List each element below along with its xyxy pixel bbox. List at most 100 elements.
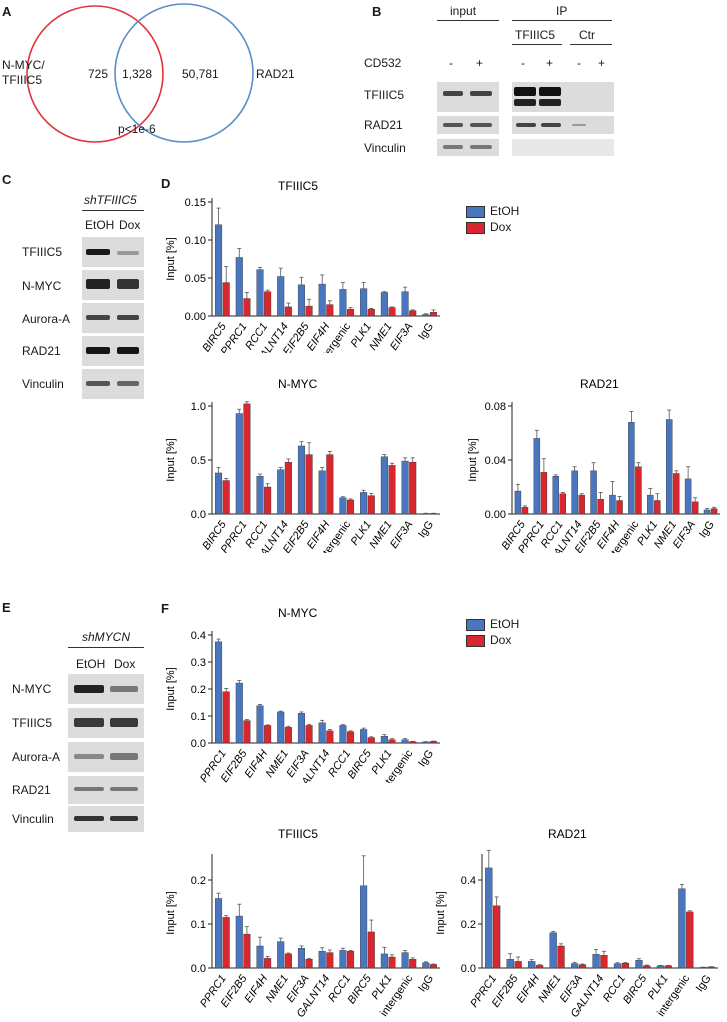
bar-etoh <box>256 475 264 515</box>
bar-etoh <box>401 460 409 515</box>
legend-label-dox: Dox <box>490 220 512 234</box>
y-tick-label: 0.3 <box>191 657 206 669</box>
bar-etoh <box>235 915 243 969</box>
bar-dox <box>521 507 529 515</box>
bar-etoh <box>297 713 305 744</box>
bar-dox <box>710 508 718 515</box>
blot-e-header: shMYCN <box>82 630 131 644</box>
ip-tfiiic5-header: TFIIIC5 <box>515 28 556 42</box>
blot-strip <box>68 806 144 832</box>
sign-6: + <box>598 56 606 70</box>
bar-etoh <box>422 962 430 969</box>
y-tick-label: 0.0 <box>461 963 476 975</box>
blot-band <box>443 145 463 149</box>
blot-band <box>470 91 492 96</box>
venn-left-label-2: TFIIIC5 <box>2 73 43 87</box>
y-axis-label: Input [%] <box>435 891 447 934</box>
legend-swatch-etoh <box>466 206 485 218</box>
bar-dox <box>429 741 437 744</box>
blot-band <box>110 816 138 821</box>
bar-dox <box>222 480 230 515</box>
chart-title: TFIIIC5 <box>278 827 318 841</box>
y-tick-label: 0.2 <box>191 875 206 887</box>
legend-swatch-dox <box>466 222 485 234</box>
blot-e-row-label: RAD21 <box>12 783 51 797</box>
bar-etoh <box>297 445 305 515</box>
bar-etoh <box>277 276 285 317</box>
bar-etoh <box>215 898 223 969</box>
bar-dox <box>493 905 501 969</box>
blot-band <box>514 87 536 96</box>
y-tick-label: 0.15 <box>185 197 206 209</box>
blot-strip <box>437 82 499 112</box>
bar-etoh <box>380 953 388 969</box>
blot-c-header-line <box>82 210 144 211</box>
panel-label-e: E <box>2 600 11 615</box>
blot-band <box>541 123 561 127</box>
bar-dox <box>600 955 608 969</box>
blot-e-lane: Dox <box>114 657 136 671</box>
y-axis-label: Input [%] <box>467 438 479 481</box>
bar-dox <box>367 931 375 969</box>
bar-etoh <box>339 950 347 969</box>
ip-header-line <box>512 20 612 21</box>
chart-title: RAD21 <box>580 377 619 391</box>
blot-strip <box>82 336 144 366</box>
blot-strip <box>82 369 144 399</box>
blot-e-lane: EtOH <box>76 657 106 671</box>
x-tick-label: IgG <box>416 321 436 342</box>
y-axis-label: Input [%] <box>165 438 177 481</box>
venn-circle-right <box>114 3 254 143</box>
y-tick-label: 0.5 <box>191 455 206 467</box>
bar-dox <box>264 291 272 317</box>
x-tick-label: IgG <box>694 973 714 994</box>
bar-etoh <box>235 257 243 317</box>
y-tick-label: 0.05 <box>185 273 206 285</box>
bar-etoh <box>570 963 579 969</box>
bar-dox <box>540 471 548 515</box>
y-tick-label: 0.1 <box>191 919 206 931</box>
bar-etoh <box>401 952 409 969</box>
bar-etoh <box>215 224 223 317</box>
bar-etoh <box>318 470 326 515</box>
y-tick-label: 0.4 <box>191 630 206 642</box>
bar-etoh <box>235 682 243 744</box>
blot-band <box>539 99 561 106</box>
bar-dox <box>305 305 313 317</box>
bar-etoh <box>339 497 347 515</box>
venn-left-count: 725 <box>88 67 109 81</box>
blot-band <box>86 381 110 386</box>
input-header: input <box>450 4 477 18</box>
panel-label-c: C <box>2 172 12 187</box>
sign-4: + <box>546 56 554 70</box>
blot-band <box>117 279 139 289</box>
bar-etoh <box>528 961 536 969</box>
bar-dox <box>388 739 396 744</box>
blot-band <box>86 279 110 289</box>
bar-etoh <box>635 960 643 969</box>
bar-dox <box>616 500 623 515</box>
blot-band <box>110 787 138 791</box>
x-tick-label: BIRC5 <box>345 747 374 781</box>
bar-dox <box>243 720 251 744</box>
bar-dox <box>347 499 355 515</box>
blot-strip <box>512 82 614 112</box>
bar-etoh <box>656 965 665 969</box>
bar-dox <box>305 725 313 744</box>
bar-etoh <box>514 490 522 515</box>
blot-e-row-label: N-MYC <box>12 682 52 696</box>
y-tick-label: 0.0 <box>191 963 206 975</box>
blot-band <box>110 718 138 727</box>
y-tick-label: 0.1 <box>191 711 206 723</box>
bar-dox <box>222 917 230 969</box>
legend-label-etoh: EtOH <box>490 204 520 218</box>
panel-label-d: D <box>161 176 171 191</box>
blot-band <box>516 123 536 127</box>
bar-dox <box>367 308 375 317</box>
bar-etoh <box>592 954 600 969</box>
y-tick-label: 0.2 <box>191 684 206 696</box>
bar-dox <box>621 962 630 969</box>
